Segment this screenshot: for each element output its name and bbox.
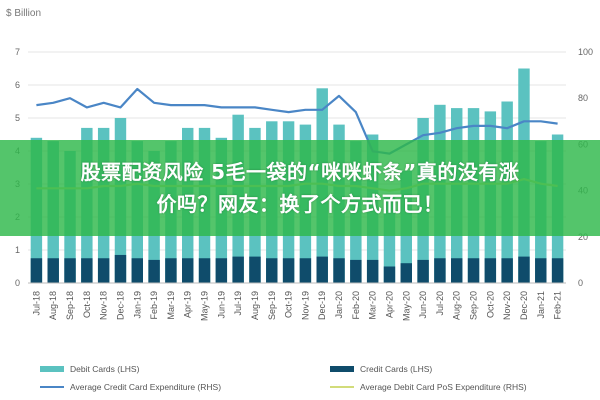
x-tick-label: Oct-20 — [485, 291, 495, 318]
x-tick-label: Jul-18 — [31, 291, 41, 316]
y-tick-label-left: 6 — [15, 80, 20, 90]
x-tick-label: Dec-18 — [115, 291, 125, 320]
y-tick-label-left: 1 — [15, 245, 20, 255]
bar-credit-cards — [350, 259, 362, 283]
y-tick-label-right: 100 — [578, 47, 593, 57]
bar-credit-cards — [249, 256, 261, 283]
x-tick-label: May-20 — [401, 291, 411, 321]
bar-credit-cards — [266, 258, 278, 283]
x-tick-label: May-19 — [200, 291, 210, 321]
legend-label-credit-cards: Credit Cards (LHS) — [360, 364, 433, 374]
bar-credit-cards — [467, 258, 480, 283]
bar-credit-cards — [518, 256, 530, 283]
x-tick-label: Mar-19 — [166, 291, 176, 320]
x-tick-label: Aug-18 — [48, 291, 58, 320]
bar-credit-cards — [333, 258, 345, 283]
x-tick-label: Sep-18 — [65, 291, 75, 320]
x-tick-label: Nov-19 — [300, 291, 310, 320]
bar-credit-cards — [451, 258, 463, 283]
y-tick-label-left: 7 — [15, 47, 20, 57]
x-tick-label: Sep-19 — [267, 291, 277, 320]
legend-item-credit-cards: Credit Cards (LHS) — [330, 364, 432, 374]
legend-item-avg-debit-pos-expenditure: Average Debit Card PoS Expenditure (RHS) — [330, 382, 527, 392]
bar-credit-cards — [81, 258, 93, 283]
bar-credit-cards — [97, 258, 110, 283]
bar-credit-cards — [131, 258, 143, 283]
x-tick-label: Sep-20 — [469, 291, 479, 320]
bar-credit-cards — [434, 258, 446, 283]
bar-credit-cards — [30, 258, 43, 283]
headline-line-2: 价吗？网友：换了个方式而已！ — [156, 192, 444, 216]
legend-swatch-credit-cards — [330, 366, 354, 372]
bar-credit-cards — [316, 256, 328, 283]
legend-label-avg-debit-pos-expenditure: Average Debit Card PoS Expenditure (RHS) — [360, 382, 527, 392]
x-tick-label: Dec-20 — [519, 291, 529, 320]
x-tick-label: Jan-21 — [536, 291, 546, 319]
bar-credit-cards — [551, 258, 564, 283]
bar-credit-cards — [282, 258, 295, 283]
bar-credit-cards — [47, 258, 59, 283]
bar-credit-cards — [64, 258, 76, 283]
x-tick-label: Jul-19 — [233, 291, 243, 316]
chart-legend: Debit Cards (LHS) Credit Cards (LHS) Ave… — [0, 360, 600, 400]
y-tick-label-right: 0 — [578, 278, 583, 288]
x-tick-label: Feb-20 — [351, 291, 361, 320]
headline-banner: 股票配资风险 5毛一袋的“咪咪虾条”真的没有涨 价吗？网友：换了个方式而已！ — [0, 140, 600, 236]
x-tick-label: Feb-19 — [149, 291, 159, 320]
headline-line-1: 股票配资风险 5毛一袋的“咪咪虾条”真的没有涨 — [80, 160, 520, 184]
legend-swatch-avg-credit-expenditure — [40, 386, 64, 388]
legend-swatch-avg-debit-pos-expenditure — [330, 386, 354, 388]
x-tick-label: Apr-20 — [384, 291, 394, 318]
bar-credit-cards — [484, 258, 497, 283]
x-tick-label: Nov-20 — [502, 291, 512, 320]
x-tick-label: Jun-19 — [216, 291, 226, 319]
bar-credit-cards — [215, 258, 228, 283]
y-tick-label-left: 0 — [15, 278, 20, 288]
x-tick-label: Feb-21 — [553, 291, 563, 320]
legend-swatch-debit-cards — [40, 366, 64, 372]
x-tick-label: Dec-19 — [317, 291, 327, 320]
y-axis-unit-label: $ Billion — [6, 8, 42, 19]
x-tick-label: Jan-20 — [334, 291, 344, 319]
bar-credit-cards — [400, 263, 412, 283]
x-tick-label: Mar-20 — [368, 291, 378, 320]
y-tick-label-right: 20 — [578, 232, 588, 242]
bar-credit-cards — [198, 258, 211, 283]
x-tick-label: Apr-19 — [183, 291, 193, 318]
bar-credit-cards — [299, 258, 312, 283]
bar-credit-cards — [501, 258, 513, 283]
legend-item-avg-credit-expenditure: Average Credit Card Expenditure (RHS) — [40, 382, 221, 392]
line-avg-credit-expenditure — [36, 87, 558, 155]
bar-credit-cards — [383, 266, 396, 283]
bar-credit-cards — [232, 256, 244, 283]
x-tick-label: Oct-18 — [82, 291, 92, 318]
x-tick-label: Jan-19 — [132, 291, 142, 319]
bar-credit-cards — [165, 258, 177, 283]
bar-credit-cards — [366, 259, 379, 283]
x-tick-label: Aug-20 — [452, 291, 462, 320]
y-tick-label-left: 5 — [15, 113, 20, 123]
x-tick-label: Aug-19 — [250, 291, 260, 320]
legend-label-debit-cards: Debit Cards (LHS) — [70, 364, 140, 374]
bar-credit-cards — [114, 254, 127, 283]
y-tick-label-right: 80 — [578, 93, 588, 103]
x-tick-label: Jul-20 — [435, 291, 445, 316]
bar-credit-cards — [148, 259, 160, 283]
bar-credit-cards — [417, 259, 429, 283]
x-tick-label: Nov-18 — [99, 291, 109, 320]
bar-credit-cards — [182, 258, 194, 283]
bar-credit-cards — [535, 258, 547, 283]
legend-item-debit-cards: Debit Cards (LHS) — [40, 364, 139, 374]
bar-debit-cards — [383, 197, 396, 283]
legend-label-avg-credit-expenditure: Average Credit Card Expenditure (RHS) — [70, 382, 222, 392]
x-tick-label: Jun-20 — [418, 291, 428, 319]
x-tick-label: Oct-19 — [284, 291, 294, 318]
